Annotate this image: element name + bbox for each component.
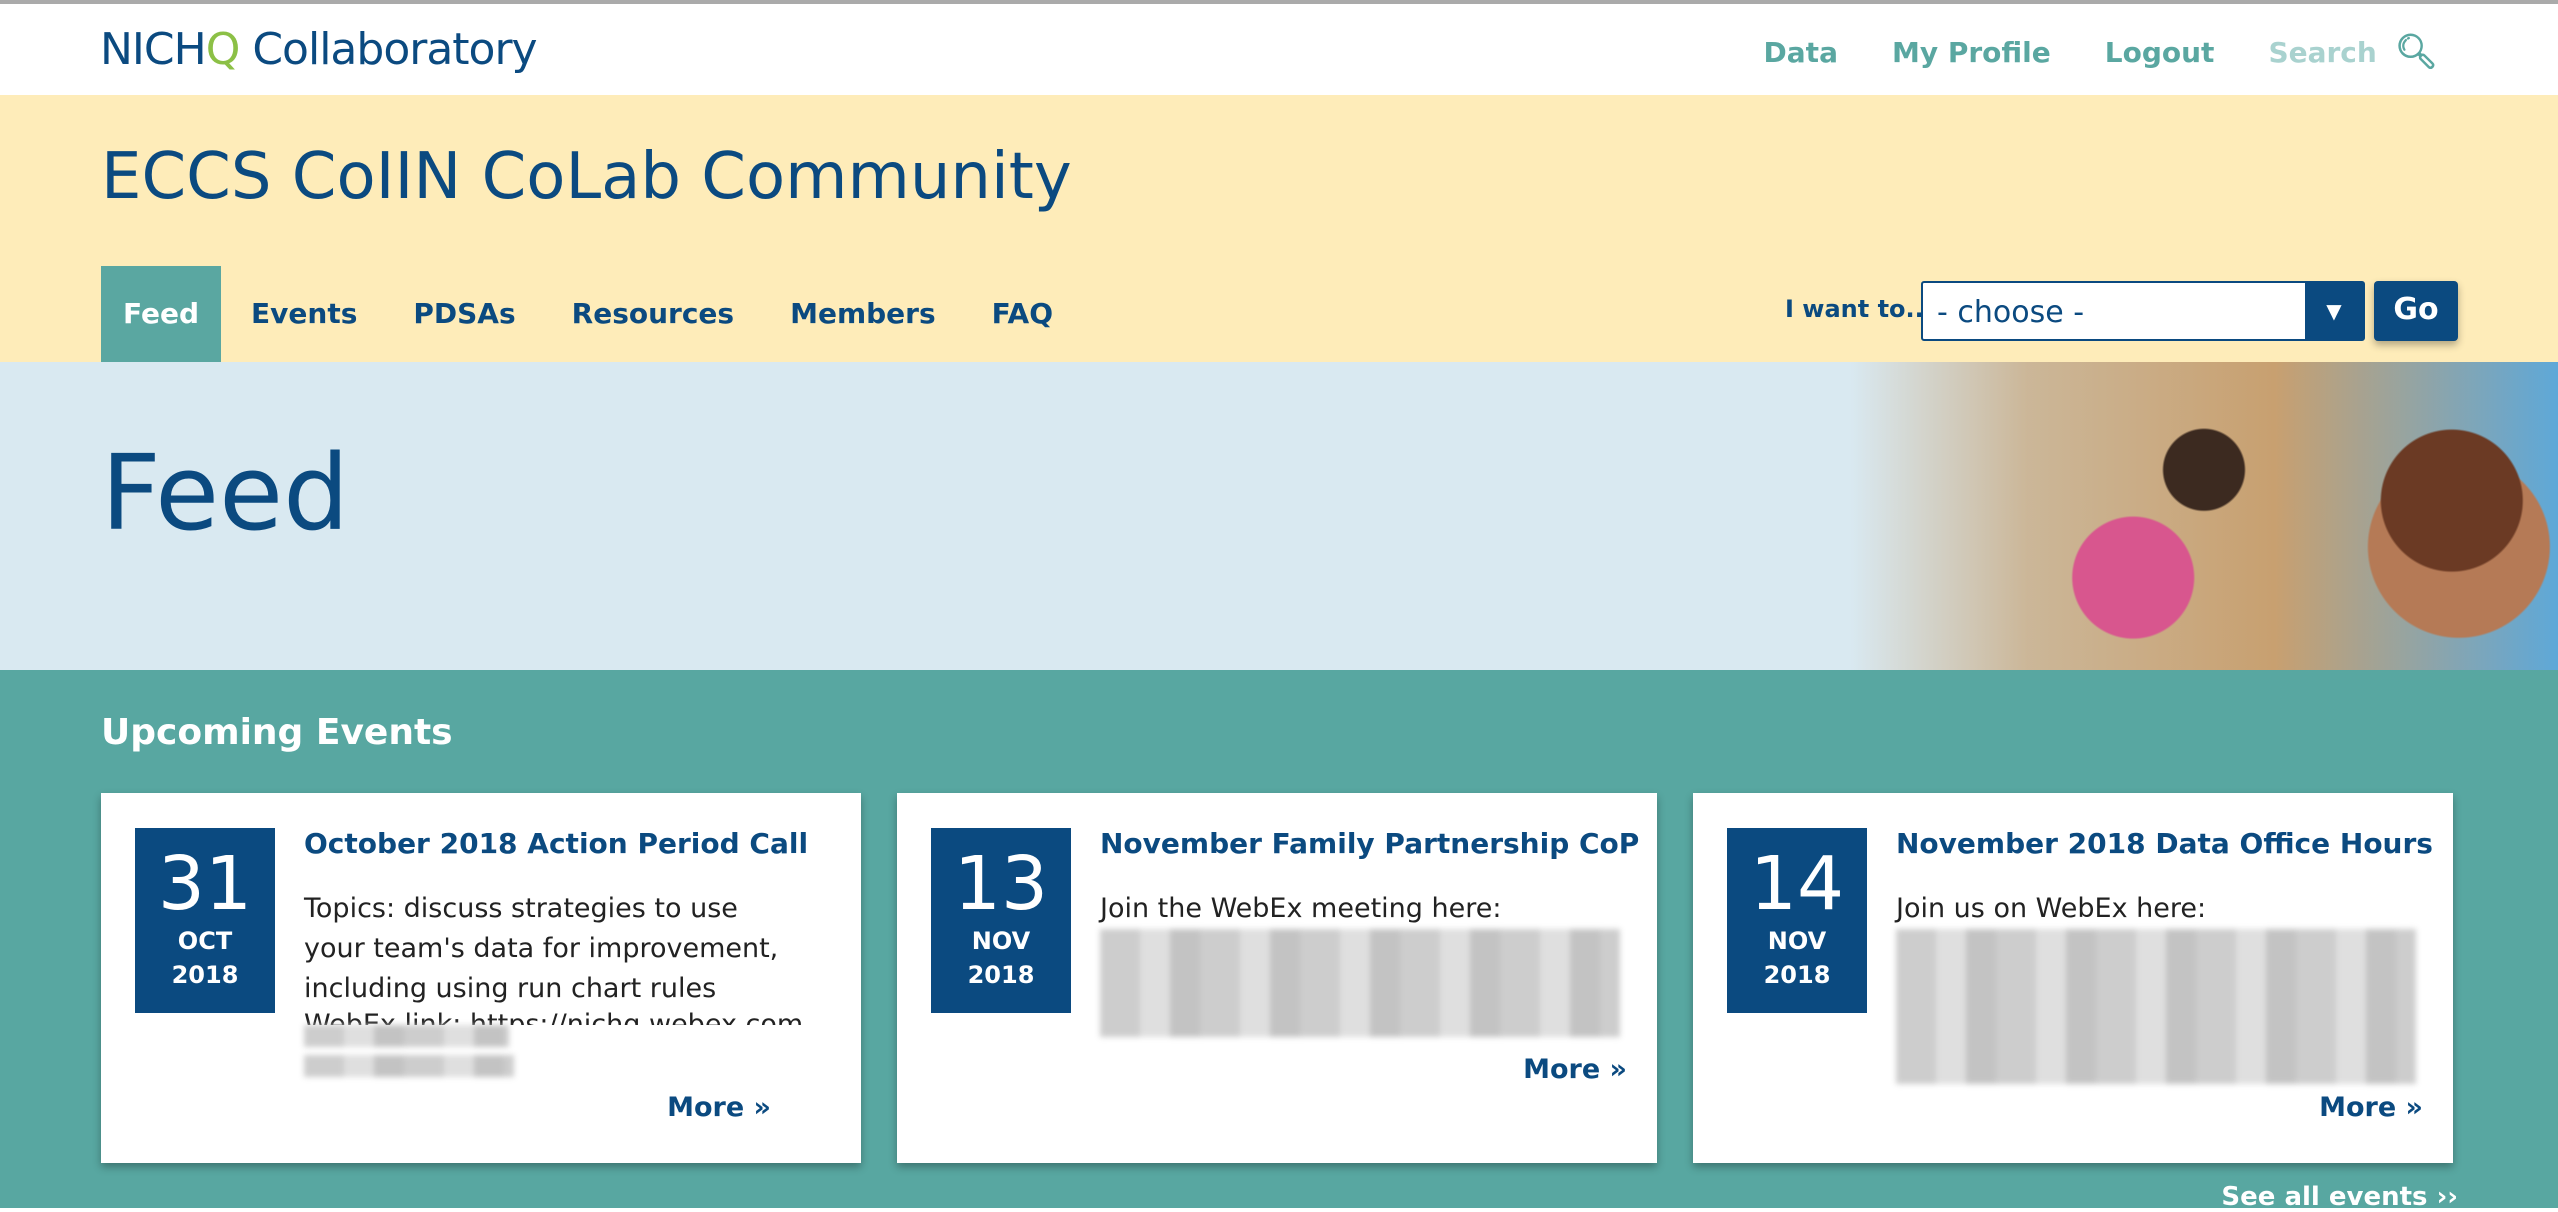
event-card: 31 OCT 2018 October 2018 Action Period Cal… <box>101 793 861 1163</box>
redacted-text <box>304 1055 514 1077</box>
date-badge: 14 NOV 2018 <box>1727 828 1867 1013</box>
community-header: ECCS CoIIN CoLab Community Feed Events P… <box>0 95 2558 362</box>
date-day: 14 <box>1749 841 1845 927</box>
date-day: 31 <box>157 841 253 927</box>
date-month: NOV <box>971 927 1031 955</box>
tab-resources[interactable]: Resources <box>571 297 735 330</box>
upcoming-events-section: Upcoming Events 31 OCT 2018 October 2018 A… <box>0 670 2558 1212</box>
date-badge: 13 NOV 2018 <box>931 828 1071 1013</box>
tab-members[interactable]: Members <box>790 297 936 330</box>
event-description: Join us on WebEx here: <box>1896 889 2416 1084</box>
event-card: 13 NOV 2018 November Family Partnership Co… <box>897 793 1657 1163</box>
date-year: 2018 <box>967 961 1035 989</box>
more-link[interactable]: More » <box>2319 1092 2423 1123</box>
date-month: OCT <box>177 927 233 955</box>
event-description: Join the WebEx meeting here: <box>1100 889 1620 1037</box>
redacted-text <box>1896 929 2416 1084</box>
event-description: Topics: discuss strategies to use your t… <box>304 889 804 1077</box>
nav-link-my-profile[interactable]: My Profile <box>1891 35 2051 69</box>
date-month: NOV <box>1767 927 1827 955</box>
event-title[interactable]: November 2018 Data Office Hours <box>1896 827 2433 860</box>
select-value: - choose - <box>1937 295 2085 330</box>
hero-photo <box>1850 362 2558 670</box>
event-text: Topics: discuss strategies to use your t… <box>304 893 779 1004</box>
page-hero: Feed <box>0 362 2558 670</box>
event-link-text: WebEx link: https://nichq.webex.com <box>304 1009 804 1025</box>
search-input[interactable]: Search <box>2268 35 2377 69</box>
redacted-text <box>1100 929 1620 1037</box>
page-title: Feed <box>101 432 350 554</box>
event-card: 14 NOV 2018 November 2018 Data Office Hour… <box>1693 793 2453 1163</box>
nav-link-logout[interactable]: Logout <box>2104 35 2215 69</box>
i-want-to-select[interactable]: - choose - ▼ <box>1921 281 2365 341</box>
event-text: Join the WebEx meeting here: <box>1100 893 1502 924</box>
tab-events[interactable]: Events <box>251 297 358 330</box>
date-year: 2018 <box>171 961 239 989</box>
logo-text: NICH <box>100 24 207 75</box>
section-heading: Upcoming Events <box>101 712 453 753</box>
i-want-to-label: I want to... <box>1785 295 1933 323</box>
tab-pdsas[interactable]: PDSAs <box>413 297 516 330</box>
chevron-down-icon[interactable]: ▼ <box>2305 283 2363 339</box>
event-title[interactable]: November Family Partnership CoP <box>1100 827 1640 860</box>
search-icon[interactable]: 🔍︎ <box>2394 32 2438 72</box>
date-badge: 31 OCT 2018 <box>135 828 275 1013</box>
nichq-logo[interactable]: NICHQ Collaboratory <box>100 24 538 75</box>
logo-q: Q <box>205 24 241 75</box>
date-year: 2018 <box>1763 961 1831 989</box>
go-button[interactable]: Go <box>2374 281 2458 341</box>
event-text: Join us on WebEx here: <box>1896 893 2207 924</box>
logo-text-rest: Collaboratory <box>239 24 537 75</box>
community-title: ECCS CoIIN CoLab Community <box>101 140 1072 214</box>
tab-feed[interactable]: Feed <box>101 266 222 362</box>
tab-faq[interactable]: FAQ <box>991 297 1054 330</box>
more-link[interactable]: More » <box>667 1092 771 1123</box>
see-all-events-link[interactable]: See all events ›› <box>2221 1182 2458 1212</box>
nav-link-data[interactable]: Data <box>1763 35 1838 69</box>
event-title[interactable]: October 2018 Action Period Call <box>304 827 809 860</box>
date-day: 13 <box>953 841 1049 927</box>
more-link[interactable]: More » <box>1523 1054 1627 1085</box>
community-nav: Feed Events PDSAs Resources Members FAQ <box>101 266 1081 362</box>
top-bar: NICHQ Collaboratory Data My Profile Logo… <box>0 0 2558 95</box>
